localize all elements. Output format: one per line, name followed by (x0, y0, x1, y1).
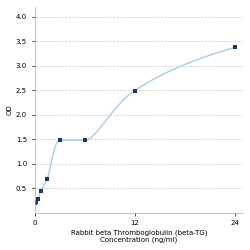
Point (34, 201, 38, 205)
Point (58, 138, 62, 142)
Point (83, 138, 87, 142)
Point (36, 197, 40, 201)
Y-axis label: OD: OD (7, 104, 13, 115)
Point (34, 200, 38, 204)
Point (233, 46, 237, 50)
Point (45, 177, 49, 181)
Point (39, 189, 43, 193)
X-axis label: Rabbit beta Thromboglobulin (beta-TG)
Concentration (ng/ml): Rabbit beta Thromboglobulin (beta-TG) Co… (70, 229, 207, 243)
Point (133, 88, 137, 92)
